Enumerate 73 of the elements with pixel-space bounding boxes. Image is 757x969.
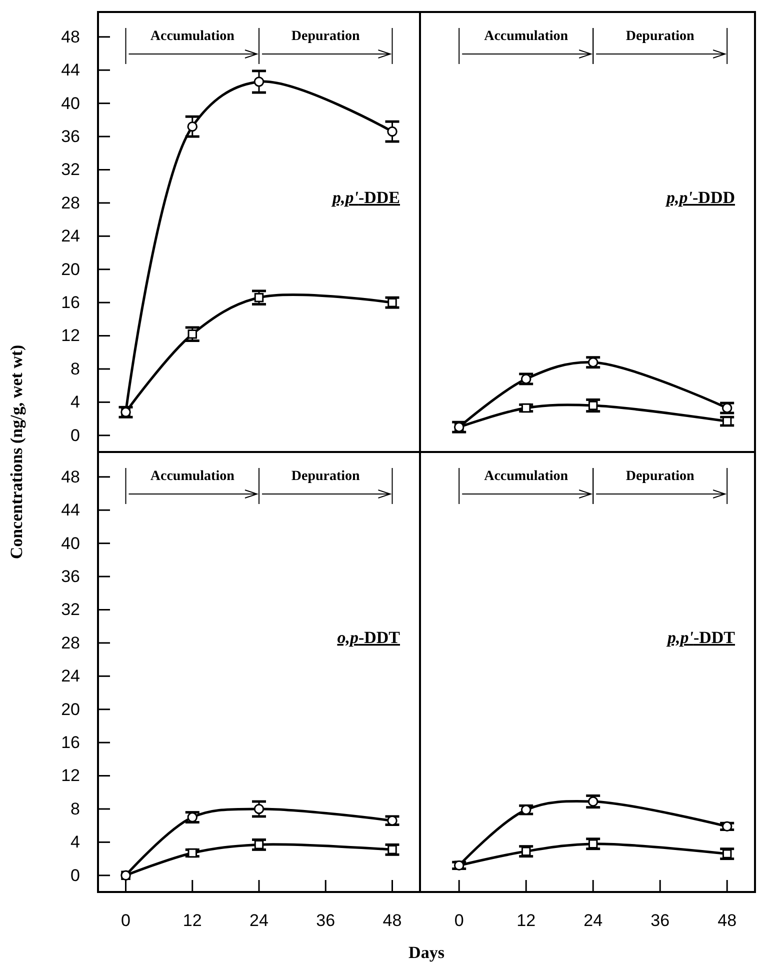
y-tick-label: 16 bbox=[61, 733, 80, 752]
y-tick-label: 12 bbox=[61, 326, 80, 346]
text: p,p'-DDD bbox=[664, 188, 735, 207]
x-tick-label: 48 bbox=[718, 911, 737, 930]
point bbox=[188, 329, 197, 339]
y-tick-label: 16 bbox=[61, 293, 80, 312]
point bbox=[187, 812, 198, 822]
y-tick-label: 28 bbox=[61, 193, 80, 212]
y-tick-label: 4 bbox=[70, 392, 80, 412]
point bbox=[254, 292, 264, 302]
point bbox=[187, 121, 198, 132]
y-tick-label: 0 bbox=[70, 426, 80, 445]
x-axis-title: Days bbox=[408, 943, 445, 962]
point bbox=[722, 416, 732, 426]
annotation: Accumulation bbox=[484, 29, 568, 44]
point bbox=[454, 860, 464, 871]
text: p,p'-DDT bbox=[665, 628, 736, 647]
y-tick-label: 44 bbox=[61, 500, 80, 520]
point bbox=[387, 126, 398, 137]
annotation: Accumulation bbox=[484, 469, 568, 484]
annotation: Depuration bbox=[291, 469, 360, 484]
y-tick-label: 24 bbox=[61, 226, 80, 246]
text: p,p'-DDE bbox=[330, 188, 400, 207]
y-tick-label: 24 bbox=[61, 666, 80, 686]
y-tick-label: 48 bbox=[61, 27, 80, 46]
y-tick-label: 36 bbox=[61, 126, 80, 146]
y-tick-label: 32 bbox=[61, 160, 80, 180]
point bbox=[254, 804, 264, 814]
point bbox=[722, 821, 732, 832]
y-axis-title: Concentrations (ng/g, wet wt) bbox=[7, 344, 26, 560]
y-tick-label: 20 bbox=[61, 700, 80, 719]
point bbox=[520, 804, 532, 815]
point bbox=[722, 849, 732, 858]
annotation: Depuration bbox=[291, 29, 360, 44]
annotation: Depuration bbox=[626, 29, 695, 44]
y-tick-label: 28 bbox=[61, 633, 80, 652]
x-tick-label: 48 bbox=[382, 911, 402, 930]
point bbox=[254, 76, 264, 87]
y-tick-label: 36 bbox=[61, 566, 80, 586]
annotation: Depuration bbox=[626, 469, 695, 484]
text: o,p-DDT bbox=[337, 628, 401, 647]
point bbox=[388, 845, 397, 854]
y-tick-label: 40 bbox=[61, 94, 80, 113]
y-tick-label: 20 bbox=[61, 260, 80, 279]
x-tick-label: 36 bbox=[316, 911, 336, 930]
y-tick-label: 0 bbox=[70, 866, 80, 885]
point bbox=[588, 357, 598, 368]
y-tick-label: 40 bbox=[61, 534, 80, 553]
point bbox=[254, 840, 264, 850]
point bbox=[588, 400, 598, 410]
annotation: Accumulation bbox=[150, 29, 235, 44]
x-tick-label: 12 bbox=[182, 911, 202, 930]
y-tick-label: 32 bbox=[61, 600, 80, 620]
annotation: Accumulation bbox=[150, 469, 235, 484]
x-tick-label: 12 bbox=[516, 911, 536, 930]
y-tick-label: 8 bbox=[70, 359, 80, 378]
x-tick-label: 24 bbox=[584, 911, 603, 930]
x-tick-label: 24 bbox=[250, 911, 268, 930]
x-tick-label: 36 bbox=[650, 911, 670, 930]
y-tick-label: 44 bbox=[61, 60, 80, 80]
y-tick-label: 8 bbox=[70, 799, 80, 818]
x-tick-label: 0 bbox=[121, 911, 130, 930]
y-tick-label: 12 bbox=[61, 766, 80, 786]
point bbox=[521, 403, 531, 413]
y-tick-label: 4 bbox=[70, 832, 80, 852]
y-tick-label: 48 bbox=[61, 467, 80, 486]
point bbox=[520, 374, 532, 384]
x-tick-label: 0 bbox=[454, 911, 464, 930]
point bbox=[521, 846, 531, 856]
point bbox=[388, 298, 397, 308]
point bbox=[588, 796, 598, 807]
point bbox=[188, 848, 197, 858]
point bbox=[588, 839, 598, 848]
